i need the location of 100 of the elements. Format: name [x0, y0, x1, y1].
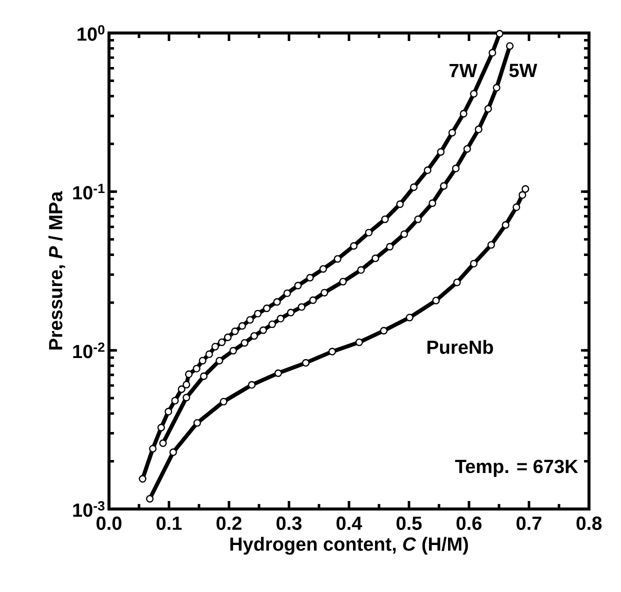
point: [414, 215, 422, 224]
point: [216, 356, 224, 364]
point: [138, 475, 146, 483]
point: [178, 385, 186, 393]
point: [470, 90, 478, 98]
y-tick-label: 10$^{-3}$: [73, 501, 104, 517]
point: [396, 200, 404, 208]
point: [437, 148, 445, 156]
point: [146, 494, 154, 503]
point: [157, 424, 165, 432]
point: [294, 282, 302, 290]
point: [192, 364, 200, 372]
point: [182, 394, 190, 402]
point: [350, 242, 358, 250]
point: [218, 338, 226, 346]
point: [448, 128, 456, 136]
point: [276, 314, 284, 322]
x-tick-label: 0.4: [336, 516, 362, 530]
point: [205, 350, 213, 358]
point: [506, 42, 514, 50]
point: [406, 314, 414, 322]
point: [453, 278, 461, 286]
point: [171, 396, 179, 404]
point: [365, 228, 373, 236]
x-axis-title: Hydrogen content, C (H/M): [230, 536, 468, 555]
point: [263, 304, 271, 312]
point: [185, 370, 193, 378]
point: [229, 346, 237, 354]
point: [381, 215, 389, 224]
point: [428, 199, 436, 207]
point: [287, 308, 295, 316]
point: [231, 328, 239, 336]
point: [238, 322, 246, 330]
point: [159, 439, 167, 447]
point: [440, 182, 448, 190]
point: [355, 338, 363, 346]
point: [487, 241, 495, 249]
y-axis-title: Pressure, P / MPa: [48, 191, 66, 350]
x-tick-label: 0.8: [576, 516, 602, 530]
annotation: Temp. = 673K: [455, 460, 578, 477]
point: [169, 448, 177, 456]
point: [220, 398, 228, 406]
x-tick-label: 0.3: [276, 516, 302, 530]
point: [334, 255, 342, 263]
point: [488, 48, 496, 57]
point: [298, 303, 306, 311]
point: [502, 221, 510, 229]
point: [496, 30, 504, 38]
point: [306, 274, 314, 282]
point: [460, 110, 468, 118]
point: [211, 342, 219, 350]
point: [452, 164, 460, 172]
point: [492, 84, 500, 92]
point: [474, 126, 482, 134]
x-tick-label: 0.6: [456, 516, 482, 530]
point: [410, 183, 418, 191]
point: [224, 334, 232, 342]
point: [149, 444, 157, 452]
point: [246, 316, 254, 324]
point: [470, 260, 478, 268]
point: [250, 332, 258, 340]
point: [319, 265, 327, 273]
point: [200, 372, 208, 380]
point: [198, 356, 206, 364]
point: [372, 254, 380, 262]
point: [386, 242, 394, 250]
point: [164, 408, 172, 416]
point: [240, 339, 248, 347]
point: [320, 288, 328, 296]
series-label: 7W: [450, 64, 478, 78]
point: [268, 320, 276, 328]
point: [328, 348, 336, 356]
point: [380, 326, 388, 334]
point: [512, 203, 520, 212]
y-tick-label: 10$^{-2}$: [73, 342, 104, 358]
point: [432, 296, 440, 304]
x-tick-label: 0.2: [216, 516, 242, 530]
point: [248, 381, 256, 389]
x-tick-label: 0.7: [516, 516, 542, 530]
point: [484, 104, 492, 113]
point: [274, 369, 282, 377]
point: [400, 230, 408, 238]
point: [339, 278, 347, 286]
point: [522, 185, 530, 193]
point: [259, 326, 267, 334]
x-tick-label: 0.5: [396, 516, 422, 530]
series-label: 5W: [509, 64, 538, 78]
point: [357, 266, 365, 274]
point: [273, 298, 281, 306]
series-label: PureNb: [427, 340, 493, 354]
point: [182, 380, 190, 388]
y-tick-label: 10$^{-1}$: [73, 184, 105, 200]
point: [309, 296, 317, 304]
point: [254, 310, 262, 318]
x-tick-label: 0.1: [156, 516, 182, 530]
point: [283, 289, 291, 298]
point: [193, 419, 201, 427]
point: [302, 359, 310, 367]
point: [518, 191, 526, 199]
point: [463, 145, 471, 153]
